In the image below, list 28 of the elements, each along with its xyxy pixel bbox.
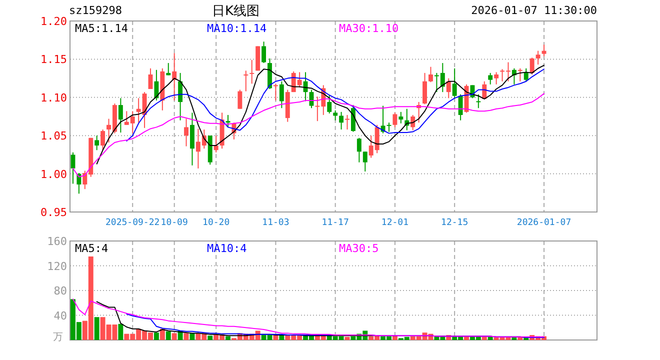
x-tick-label: 12-15 (441, 218, 468, 228)
y-tick-label: 1.05 (40, 130, 67, 143)
x-tick-label: 2026-01-07 (516, 218, 572, 228)
y-axis-title: 万 (53, 332, 63, 343)
x-tick-label: 11-03 (262, 218, 290, 228)
x-tick-label: 12-01 (381, 218, 409, 228)
y-tick-label: 1.10 (40, 91, 67, 104)
x-tick-label: 10-20 (202, 218, 230, 228)
x-tick-label: 11-17 (322, 218, 349, 228)
text: sz159298 (69, 4, 122, 17)
y-tick-label: 80 (54, 284, 67, 298)
y-tick-label: 1.00 (40, 168, 67, 181)
text: MA10:4 (207, 242, 248, 255)
y-tick-label: 1.20 (40, 15, 67, 28)
x-tick-label: 2025-09-22 (106, 218, 160, 228)
y-tick-label: 160 (47, 235, 67, 248)
y-tick-label: 120 (47, 260, 67, 273)
text: MA30:5 (339, 242, 379, 255)
text: MA5:1.14 (75, 22, 128, 35)
x-tick-label: 10-09 (160, 218, 188, 228)
chart-title: 日K线图 (212, 4, 260, 19)
text: MA10:1.14 (207, 22, 267, 35)
y-tick-label: 0.95 (40, 206, 67, 219)
text: MA5:4 (75, 242, 108, 255)
text: MA30:1.10 (339, 22, 399, 35)
y-tick-label: 1.15 (40, 53, 67, 66)
y-tick-label: 40 (54, 309, 67, 322)
text: 2026-01-07 11:30:00 (471, 4, 597, 17)
